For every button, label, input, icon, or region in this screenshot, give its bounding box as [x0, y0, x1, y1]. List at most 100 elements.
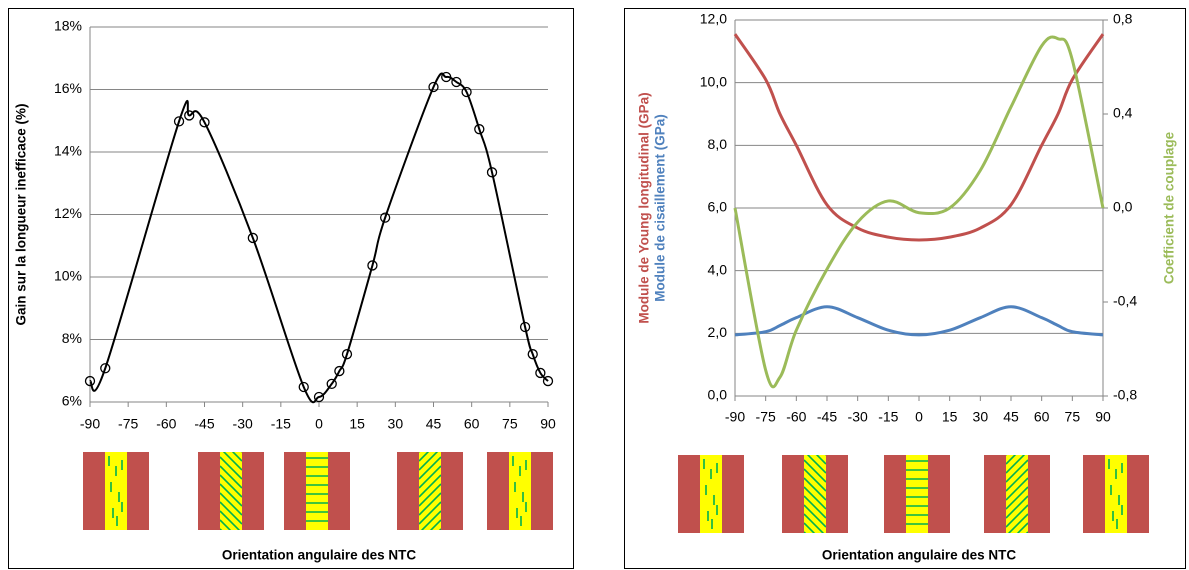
nanotubes [906, 460, 928, 525]
nanotubes [1006, 455, 1028, 533]
x-tick-label: 30 [388, 416, 404, 432]
y-tick-label: 10,0 [700, 73, 727, 89]
nanotube [220, 501, 242, 525]
interphase [1006, 455, 1028, 533]
nanotube [222, 452, 242, 471]
x-tick-label: 0 [915, 409, 923, 425]
x-tick-label: 90 [1095, 409, 1111, 425]
x-tick-label: -15 [878, 409, 898, 425]
y-tick-label: 6% [62, 393, 82, 409]
x-tick-label: -75 [756, 409, 776, 425]
nanotube [419, 474, 441, 498]
nanotube [220, 492, 242, 516]
x-tick-label: 75 [1065, 409, 1081, 425]
y-tick-label: 16% [54, 80, 82, 96]
interphase [306, 452, 328, 530]
data-point [380, 212, 391, 223]
data-point [441, 71, 452, 83]
nanotube [419, 465, 441, 489]
x-tick-label: -75 [118, 416, 138, 432]
x-tick-label: 15 [349, 416, 365, 432]
nanotube [824, 455, 826, 456]
data-point [326, 378, 337, 390]
nanotube [419, 492, 441, 516]
x-tick-label: 60 [464, 416, 480, 432]
nanotube [220, 510, 241, 530]
y2-tick-label: 0,8 [1113, 11, 1133, 27]
x-tick-label: -60 [156, 416, 176, 432]
nanotube [419, 452, 430, 462]
nanotube [220, 465, 242, 489]
x-tick-label: -45 [194, 416, 214, 432]
series-line [734, 305, 1104, 337]
nanotube [1006, 455, 1026, 474]
nanotube [220, 519, 232, 530]
nanotube [1006, 477, 1028, 501]
nanotube [804, 522, 816, 533]
orientation-icon [782, 455, 848, 533]
nanotube [804, 477, 826, 501]
nanotube [419, 483, 441, 507]
x-tick-label: 45 [1003, 409, 1019, 425]
x-tick-label: 30 [973, 409, 989, 425]
data-point [535, 367, 546, 379]
nanotube [1006, 486, 1028, 510]
y-tick-label: 4,0 [708, 261, 728, 277]
panel-frame [8, 8, 574, 569]
x-tick-label: 60 [1034, 409, 1050, 425]
interphase [906, 455, 928, 533]
nanotubes [220, 452, 242, 530]
nanotube [438, 528, 441, 530]
y2-tick-label: 0,4 [1113, 105, 1133, 121]
data-point [313, 391, 325, 403]
orientation-icon [487, 452, 553, 530]
nanotubes [703, 459, 718, 529]
orientation-icon [678, 455, 744, 533]
data-point [474, 124, 485, 135]
x-tick-label: 90 [540, 416, 556, 432]
nanotube [1006, 455, 1008, 456]
nanotube [1006, 455, 1017, 465]
y-tick-label: 0,0 [708, 387, 728, 403]
x-tick-label: 75 [502, 416, 518, 432]
nanotubes [804, 455, 826, 533]
y-axis-label: Module de cisaillement (GPa) [653, 114, 668, 302]
data-point [341, 349, 353, 360]
nanotube [804, 504, 826, 528]
y2-tick-label: -0,8 [1113, 387, 1137, 403]
orientation-icon [198, 452, 264, 530]
y2-tick-label: 0,0 [1113, 199, 1133, 215]
nanotube [419, 538, 441, 560]
nanotubes [1108, 459, 1123, 529]
panel-frame [624, 8, 1186, 569]
x-tick-label: -90 [725, 409, 745, 425]
series-line [733, 33, 1105, 242]
nanotube [806, 455, 826, 474]
nanotube [804, 513, 825, 533]
y-tick-label: 12% [54, 205, 82, 221]
nanotube [240, 452, 242, 453]
nanotube [419, 452, 421, 453]
nanotube [419, 547, 441, 569]
data-point [84, 375, 96, 387]
y2-tick-label: -0,4 [1113, 293, 1137, 309]
nanotube [220, 483, 242, 507]
nanotube [804, 468, 826, 492]
nanotube [1006, 468, 1028, 492]
interphase [804, 455, 826, 533]
x-tick-label: -30 [233, 416, 253, 432]
data-point [100, 363, 111, 374]
nanotube [1006, 495, 1028, 519]
series-line [89, 72, 549, 404]
data-point [542, 375, 554, 387]
nanotube [419, 452, 439, 471]
nanotube [231, 452, 242, 462]
nanotube [1016, 522, 1028, 533]
y-axis-label: Module de Young longitudinal (GPa) [637, 92, 652, 323]
nanotube [220, 474, 242, 498]
x-tick-label: 0 [315, 416, 323, 432]
orientation-icon [284, 452, 350, 530]
interphase [220, 452, 242, 530]
y2-axis-label: Coefficient de couplage [1162, 131, 1177, 284]
